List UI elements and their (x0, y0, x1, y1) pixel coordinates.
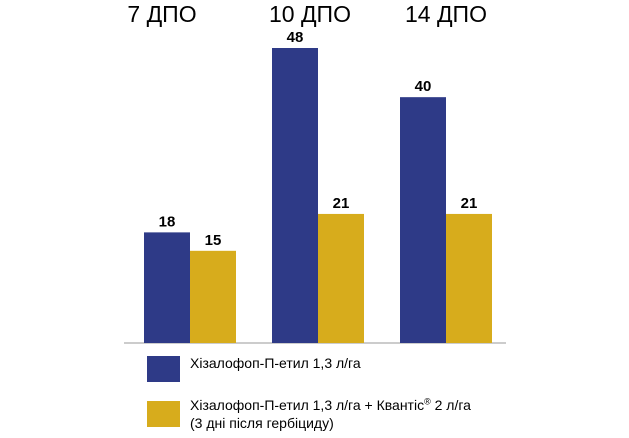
category-label-1: 7 ДПО (127, 1, 196, 27)
legend-label-series-1: Хізалофоп-П-етил 1,3 л/га (190, 354, 361, 372)
bar-series-1-3 (400, 97, 446, 344)
registered-mark: ® (424, 396, 431, 407)
legend-label-series-1-text: Хізалофоп-П-етил 1,3 л/га (190, 355, 361, 371)
legend-swatch-series-2 (147, 401, 180, 427)
bar-series-2-3 (446, 213, 492, 343)
data-label-series-2-1: 15 (205, 232, 222, 249)
bar-series-2-2 (318, 213, 364, 343)
bar-series-1-2 (272, 48, 318, 343)
data-label-series-1-2: 48 (287, 29, 304, 46)
category-label-2: 10 ДПО (269, 1, 351, 27)
bars-layer (144, 48, 492, 344)
legend-label-series-2-line2: (3 дні після гербіциду) (190, 415, 334, 431)
legend-label-series-2-line1: Хізалофоп-П-етил 1,3 л/га + Квантіс® 2 л… (190, 396, 471, 414)
legend-label-series-2-main: Хізалофоп-П-етил 1,3 л/га + Квантіс (190, 397, 425, 413)
data-label-series-1-3: 40 (415, 78, 432, 95)
legend-label-series-2: Хізалофоп-П-етил 1,3 л/га + Квантіс® 2 л… (190, 396, 471, 432)
legend-swatch-series-1 (147, 356, 180, 382)
category-label-3: 14 ДПО (405, 1, 487, 27)
bar-series-2-1 (190, 250, 236, 343)
bar-series-1-1 (144, 232, 190, 343)
data-label-series-2-2: 21 (333, 195, 350, 212)
group-labels-layer: 7 ДПО 10 ДПО 14 ДПО (127, 1, 487, 27)
value-labels-layer: 18 15 48 21 40 21 (159, 29, 478, 249)
legend-label-series-2-tail: 2 л/га (430, 397, 471, 413)
data-label-series-2-3: 21 (461, 195, 478, 212)
data-label-series-1-1: 18 (159, 213, 176, 230)
